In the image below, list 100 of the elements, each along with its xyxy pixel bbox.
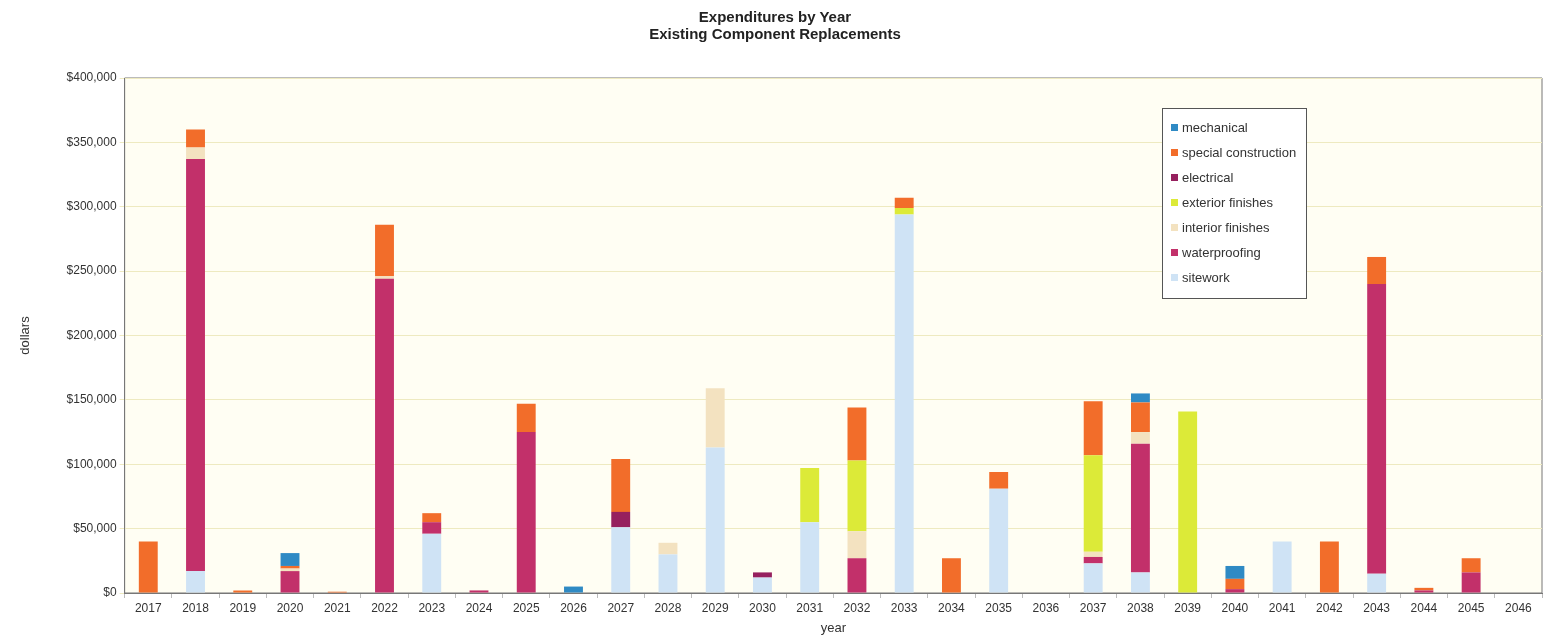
legend-label: waterproofing bbox=[1182, 245, 1261, 260]
x-tick-label: 2046 bbox=[1505, 600, 1533, 615]
x-tick-label: 2034 bbox=[938, 600, 966, 615]
x-tick-label: 2045 bbox=[1457, 600, 1485, 615]
bar bbox=[1083, 455, 1103, 552]
x-axis-title: year bbox=[820, 619, 847, 635]
x-tick-label: 2020 bbox=[276, 600, 304, 615]
bar bbox=[753, 572, 772, 578]
bar bbox=[186, 571, 205, 593]
y-tick-label: $100,000 bbox=[66, 456, 117, 471]
bar bbox=[1461, 572, 1481, 593]
bar bbox=[1272, 541, 1292, 593]
x-tick-label: 2025 bbox=[512, 600, 540, 615]
legend-label: interior finishes bbox=[1182, 220, 1270, 235]
legend-label: exterior finishes bbox=[1182, 195, 1274, 210]
bar bbox=[375, 278, 394, 593]
chart-subtitle: Existing Component Replacements bbox=[648, 25, 902, 42]
bar bbox=[705, 447, 725, 593]
x-tick-label: 2040 bbox=[1221, 600, 1249, 615]
bar bbox=[1225, 565, 1245, 579]
x-tick-label: 2026 bbox=[560, 600, 588, 615]
bar bbox=[941, 558, 961, 593]
x-tick-label: 2027 bbox=[607, 600, 635, 615]
bar bbox=[1130, 393, 1150, 403]
bar bbox=[280, 571, 300, 593]
bar bbox=[422, 513, 442, 523]
bar bbox=[847, 531, 867, 559]
bar bbox=[894, 214, 914, 593]
bar bbox=[611, 527, 631, 593]
bar bbox=[989, 471, 1009, 489]
x-tick-label: 2018 bbox=[182, 600, 210, 615]
legend-label: electrical bbox=[1182, 170, 1234, 185]
bar bbox=[1130, 402, 1150, 433]
x-tick-label: 2044 bbox=[1410, 600, 1438, 615]
bar bbox=[186, 159, 205, 572]
bar bbox=[1083, 563, 1103, 593]
bar bbox=[375, 224, 394, 277]
bar bbox=[894, 197, 914, 209]
y-tick-label: $250,000 bbox=[66, 263, 117, 278]
bar bbox=[989, 488, 1009, 593]
bar bbox=[1083, 556, 1103, 564]
bar bbox=[564, 586, 583, 593]
bar bbox=[1130, 432, 1150, 444]
bar bbox=[280, 553, 300, 566]
y-tick-label: $150,000 bbox=[66, 392, 117, 407]
x-tick-label: 2039 bbox=[1174, 600, 1202, 615]
x-tick-label: 2021 bbox=[323, 600, 351, 615]
legend-label: sitework bbox=[1182, 270, 1230, 285]
x-tick-label: 2038 bbox=[1127, 600, 1155, 615]
bar bbox=[186, 147, 205, 160]
bar bbox=[1083, 401, 1103, 456]
bar bbox=[1178, 411, 1198, 593]
bar bbox=[611, 511, 631, 528]
bar bbox=[847, 460, 867, 532]
x-tick-label: 2036 bbox=[1032, 600, 1060, 615]
x-tick-label: 2043 bbox=[1363, 600, 1391, 615]
bar bbox=[847, 558, 867, 593]
bar bbox=[658, 554, 678, 593]
x-tick-label: 2029 bbox=[701, 600, 729, 615]
bar bbox=[516, 432, 536, 593]
x-tick-label: 2031 bbox=[796, 600, 824, 615]
x-tick-label: 2019 bbox=[229, 600, 257, 615]
x-tick-label: 2022 bbox=[371, 600, 399, 615]
x-tick-label: 2033 bbox=[890, 600, 918, 615]
bar bbox=[138, 541, 158, 593]
bar bbox=[1367, 573, 1387, 593]
bar bbox=[1130, 443, 1150, 573]
bar bbox=[800, 468, 820, 523]
bar bbox=[422, 522, 442, 534]
bar bbox=[1225, 578, 1245, 590]
bar bbox=[753, 577, 772, 593]
x-tick-label: 2030 bbox=[749, 600, 777, 615]
x-tick-label: 2023 bbox=[418, 600, 446, 615]
x-tick-label: 2032 bbox=[843, 600, 871, 615]
y-tick-label: $350,000 bbox=[66, 134, 117, 149]
bar bbox=[375, 276, 394, 279]
bar bbox=[469, 590, 489, 593]
x-tick-label: 2042 bbox=[1316, 600, 1344, 615]
legend-label: special construction bbox=[1182, 145, 1297, 160]
bar bbox=[1461, 558, 1481, 573]
legend-label: mechanical bbox=[1182, 120, 1248, 135]
y-tick-label: $400,000 bbox=[66, 70, 117, 85]
y-axis-title: dollars bbox=[17, 315, 33, 355]
x-tick-label: 2035 bbox=[985, 600, 1013, 615]
bar bbox=[233, 590, 253, 593]
chart-title: Expenditures by Year bbox=[697, 8, 853, 25]
y-tick-label: $50,000 bbox=[73, 520, 117, 535]
x-tick-label: 2041 bbox=[1268, 600, 1296, 615]
bar bbox=[894, 208, 914, 215]
bar bbox=[611, 459, 631, 512]
x-tick-label: 2037 bbox=[1079, 600, 1107, 615]
bar bbox=[847, 407, 867, 461]
x-tick-label: 2017 bbox=[134, 600, 162, 615]
bar bbox=[658, 542, 678, 555]
bar bbox=[1083, 551, 1103, 557]
x-tick-label: 2028 bbox=[654, 600, 682, 615]
y-tick-label: $0 bbox=[103, 585, 117, 600]
x-tick-label: 2024 bbox=[465, 600, 493, 615]
bar bbox=[1319, 541, 1339, 593]
bar bbox=[422, 533, 442, 593]
